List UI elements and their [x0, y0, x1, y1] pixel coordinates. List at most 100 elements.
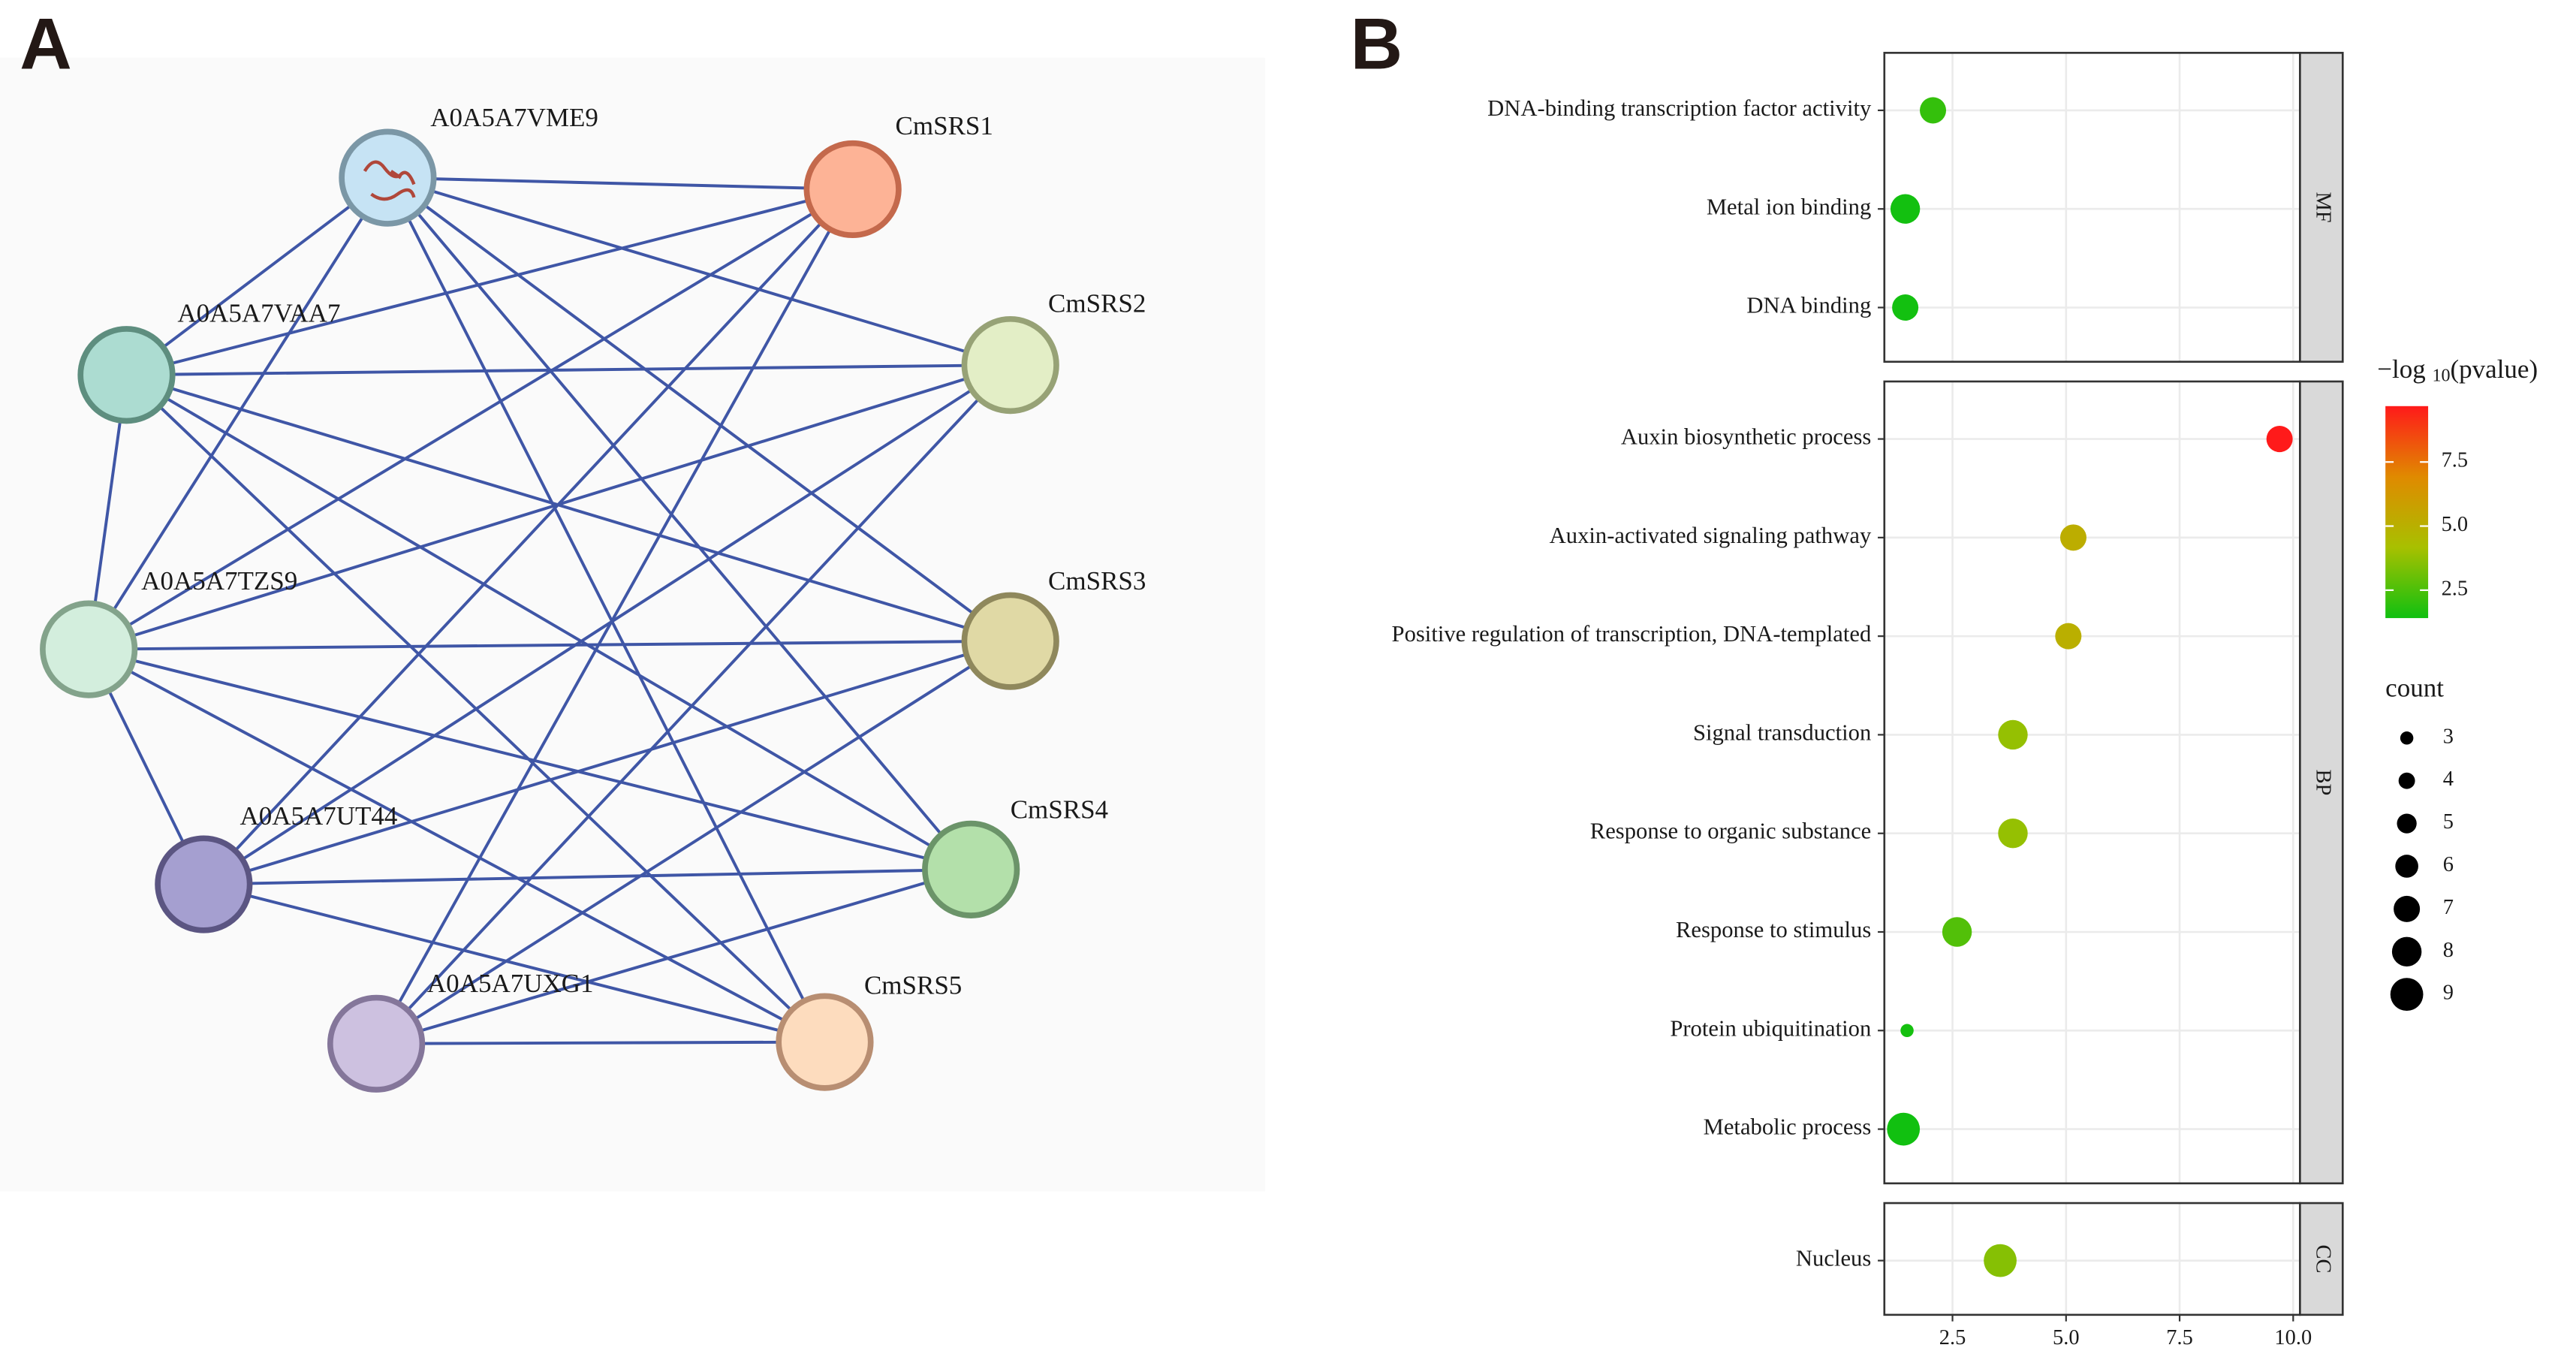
network-node [961, 592, 1059, 690]
y-tick-label: Auxin-activated signaling pathway [1550, 523, 1872, 548]
colorbar-label: 7.5 [2442, 449, 2469, 472]
y-tick-label: Metabolic process [1704, 1114, 1872, 1140]
size-legend-dot [2397, 813, 2417, 834]
size-legend-dot [2398, 772, 2415, 789]
structure-glyph [363, 160, 416, 201]
network-edge [87, 176, 390, 650]
x-tick-label: 5.0 [2053, 1326, 2080, 1349]
network-node [77, 326, 176, 424]
y-tick-label: Nucleus [1796, 1246, 1871, 1271]
panel-label: B [1351, 4, 1403, 84]
y-tick-label: Metal ion binding [1707, 194, 1871, 219]
network-edge [376, 1040, 825, 1045]
node-label: A0A5A7VME9 [430, 103, 598, 132]
network-edge [203, 882, 825, 1044]
network-edge [387, 176, 853, 191]
x-tick-label: 2.5 [1939, 1326, 1966, 1349]
network-node [776, 993, 874, 1091]
size-legend-label: 8 [2443, 939, 2454, 962]
network-node [40, 600, 138, 698]
network-edge [203, 363, 1011, 886]
size-legend-dot [2390, 978, 2424, 1012]
dot [1900, 1024, 1914, 1038]
network-edge [375, 640, 1011, 1045]
colorbar [2385, 406, 2429, 619]
size-legend-label: 3 [2443, 725, 2454, 748]
network-edge [386, 176, 827, 1043]
facet-strip [2299, 52, 2344, 363]
node-label: CmSRS1 [896, 111, 993, 140]
dot [1920, 97, 1947, 124]
y-tick-label: Response to stimulus [1676, 917, 1871, 942]
network-edge [125, 176, 389, 376]
size-legend-dot [2395, 855, 2418, 878]
colorbar-title-part: 10 [2432, 366, 2450, 385]
network-edge [88, 188, 854, 651]
dot [1998, 719, 2028, 750]
size-legend-label: 9 [2443, 982, 2454, 1005]
x-tick-label: 10.0 [2274, 1326, 2312, 1349]
size-legend-label: 4 [2443, 767, 2454, 791]
dot [2059, 524, 2086, 551]
dot [1984, 1244, 2017, 1277]
network-edge [88, 647, 826, 1044]
dot [1942, 917, 1972, 947]
network-edge [375, 867, 972, 1045]
y-tick-label: DNA-binding transcription factor activit… [1487, 95, 1872, 121]
node-label: CmSRS3 [1048, 566, 1146, 596]
facet-label: BP [2311, 769, 2334, 795]
size-legend-label: 5 [2443, 810, 2454, 834]
network-edge [126, 363, 1011, 377]
colorbar-label: 5.0 [2442, 513, 2469, 536]
dot [1892, 294, 1919, 321]
panel-background [1884, 381, 2300, 1184]
network-edge [203, 867, 972, 886]
size-legend-dot [2400, 731, 2414, 745]
y-tick-label: Positive regulation of transcription, DN… [1392, 621, 1872, 647]
network-edge [125, 373, 972, 871]
panel-background [1884, 1203, 2300, 1315]
panel-background [1884, 53, 2300, 362]
colorbar-title: −log 10(pvalue) [2377, 354, 2538, 385]
colorbar-title-part: (pvalue) [2451, 354, 2538, 384]
node-label: A0A5A7TZS9 [141, 566, 297, 596]
dot [2266, 426, 2293, 453]
x-tick-label: 7.5 [2166, 1326, 2193, 1349]
network-edge [375, 363, 1012, 1045]
network-node [922, 820, 1020, 918]
colorbar-label: 2.5 [2442, 577, 2469, 600]
dot [2055, 623, 2082, 650]
dot [1890, 194, 1921, 224]
node-label: CmSRS4 [1011, 795, 1108, 824]
network-edge [88, 363, 1011, 651]
facet-strip [2299, 1202, 2344, 1316]
node-label: A0A5A7UT44 [240, 801, 397, 831]
y-tick-label: Protein ubiquitination [1670, 1015, 1871, 1041]
y-tick-label: Signal transduction [1693, 719, 1871, 745]
node-label: A0A5A7VAA7 [177, 298, 340, 327]
network-edge [375, 188, 854, 1045]
panel-label: A [20, 4, 72, 84]
size-legend-dot [2394, 895, 2421, 922]
network-edge [125, 373, 1011, 643]
facet-label: MF [2311, 191, 2334, 222]
network-node [961, 315, 1059, 415]
node-label: A0A5A7UXG1 [427, 969, 594, 998]
network-background [0, 57, 1265, 1192]
y-tick-label: DNA binding [1746, 293, 1871, 318]
facet-strip [2299, 380, 2344, 1185]
size-legend-dot [2391, 936, 2422, 966]
network-node [803, 140, 902, 239]
network-node [339, 128, 437, 227]
node-label: CmSRS5 [864, 970, 962, 1000]
network-edge [387, 176, 1011, 643]
size-legend-label: 6 [2443, 853, 2454, 876]
node-label: CmSRS2 [1048, 288, 1146, 318]
size-legend-label: 7 [2443, 896, 2454, 919]
facet-label: CC [2311, 1244, 2334, 1273]
colorbar-title-part: −log [2377, 354, 2425, 384]
dot [1887, 1112, 1921, 1146]
dot [1998, 819, 2028, 849]
